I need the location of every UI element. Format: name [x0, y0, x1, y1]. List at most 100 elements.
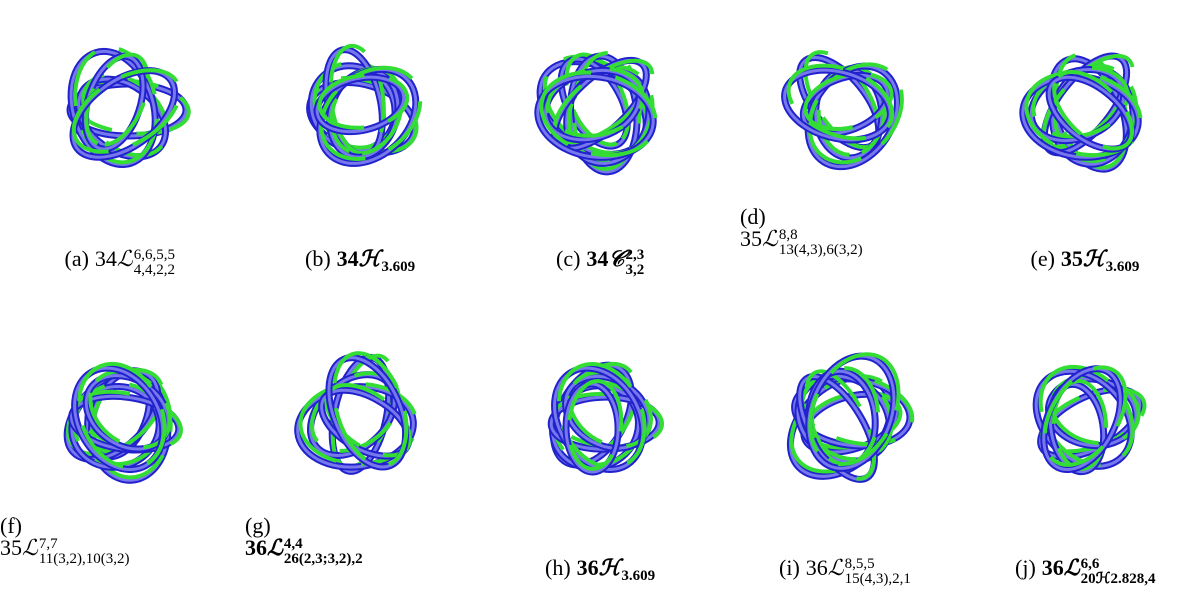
pre: 35 [0, 535, 22, 560]
lab: (f) [0, 513, 22, 538]
pre: 34 [336, 246, 359, 271]
strand [536, 74, 655, 159]
formula: 35ℒ 7,7 11(3,2),10(3,2) [0, 535, 130, 567]
scr: 6,6,5,5 4,4,2,2 [134, 248, 175, 278]
scr: 7,7 11(3,2),10(3,2) [39, 537, 130, 567]
formula: 34𝒞 2,3 3,2 [586, 246, 644, 278]
pre: 36 [805, 555, 828, 580]
scr: 6,6 20ℋ2.828,4 [1081, 557, 1156, 587]
sym: ℒ [267, 535, 283, 560]
pre: 35 [740, 226, 762, 251]
sym: ℒ [1063, 555, 1080, 580]
strand [566, 379, 624, 471]
caption: (a) 34ℒ 6,6,5,5 4,4,2,2 [65, 246, 176, 278]
formula: 35ℋ 3.609 [1060, 246, 1140, 275]
formula: 34ℒ 6,6,5,5 4,4,2,2 [94, 246, 175, 278]
knot-image [66, 45, 191, 168]
scr only: 3.609 [621, 569, 655, 584]
strand [1052, 69, 1135, 151]
knot-image [534, 50, 658, 176]
sup: 6,6,5,5 [133, 247, 176, 264]
knot-image [1019, 52, 1143, 173]
knot-image [63, 361, 183, 484]
sub: 3.609 [1105, 259, 1140, 276]
lab: (c) [556, 246, 581, 271]
strand [803, 71, 894, 131]
sup: 2,3 [625, 247, 645, 264]
strand [317, 73, 410, 130]
caption: (h) 36ℋ 3.609 [545, 555, 655, 584]
strand [1031, 65, 1130, 139]
pre: 36 [245, 535, 267, 560]
formula: 35ℒ 8,8 13(4,3),6(3,2) [740, 226, 863, 258]
pre: 36 [576, 555, 599, 580]
caption: (b) 34ℋ 3.609 [305, 246, 415, 275]
sym: ℒ [22, 535, 38, 560]
scr: 8,8 13(4,3),6(3,2) [779, 228, 863, 258]
strand [571, 50, 642, 171]
pre: 35 [1060, 246, 1083, 271]
sub: 11(3,2),10(3,2) [38, 551, 130, 568]
strand [71, 68, 182, 154]
pre: 34 [586, 246, 609, 271]
sub: 3.609 [381, 259, 416, 276]
formula: 34ℋ 3.609 [336, 246, 416, 275]
sym: ℒ [762, 226, 778, 251]
strand [1042, 365, 1128, 467]
strand [567, 370, 653, 449]
pre: 36 [1041, 555, 1064, 580]
strand [319, 65, 423, 161]
scr: 8,5,5 15(4,3),2,1 [845, 557, 911, 587]
sym: ℋ [1082, 246, 1105, 271]
sub: 3.609 [621, 568, 656, 585]
strand [1024, 70, 1143, 158]
sym: ℒ [116, 246, 133, 271]
strand [315, 75, 406, 134]
caption: (d) 35ℒ 8,8 13(4,3),6(3,2) [740, 204, 863, 258]
strand [807, 62, 904, 165]
scr only: 3.609 [381, 260, 415, 275]
caption: (i) 36ℒ 8,5,5 15(4,3),2,1 [779, 555, 911, 587]
sup: 6,6 [1080, 556, 1100, 573]
sup: 4,4 [283, 536, 303, 553]
formula: 36ℒ 4,4 26(2,3;3,2),2 [245, 535, 363, 567]
sym: ℋ [598, 555, 621, 580]
knot-image [547, 361, 665, 476]
strand [298, 381, 419, 466]
sub: 15(4,3),2,1 [844, 571, 911, 588]
formula: 36ℋ 3.609 [576, 555, 656, 584]
sym: 𝒞 [608, 246, 625, 271]
strand [789, 374, 898, 474]
knot-image [306, 43, 423, 167]
strand [801, 73, 890, 135]
lab: (d) [740, 204, 766, 229]
lab: (e) [1030, 246, 1055, 271]
lab: (a) [64, 246, 89, 271]
lab: (g) [245, 513, 271, 538]
formula: 36ℒ 6,6 20ℋ2.828,4 [1041, 555, 1156, 587]
lab: (i) [779, 555, 800, 580]
lab: (b) [305, 246, 331, 271]
strand [73, 45, 160, 165]
sub: 13(4,3),6(3,2) [778, 242, 863, 259]
caption: (j) 36ℒ 6,6 20ℋ2.828,4 [1015, 555, 1155, 587]
sub: 20ℋ2.828,4 [1080, 571, 1156, 588]
sub: 26(2,3;3,2),2 [283, 551, 363, 568]
strand [332, 351, 409, 468]
sup: 7,7 [38, 536, 58, 553]
sub: 3,2 [625, 262, 645, 279]
formula: 36ℒ 8,5,5 15(4,3),2,1 [805, 555, 911, 587]
strand [786, 63, 895, 141]
caption: (e) 35ℋ 3.609 [1031, 246, 1140, 275]
strand [808, 352, 901, 467]
scr only: 3.609 [1106, 260, 1140, 275]
pre: 34 [94, 246, 117, 271]
scr: 4,4 26(2,3;3,2),2 [284, 537, 363, 567]
knot-image [781, 50, 904, 171]
scr: 2,3 3,2 [625, 248, 644, 278]
sup: 8,8 [778, 227, 798, 244]
knot-image [294, 351, 419, 475]
knot-image [1032, 364, 1147, 476]
strand [76, 361, 167, 470]
